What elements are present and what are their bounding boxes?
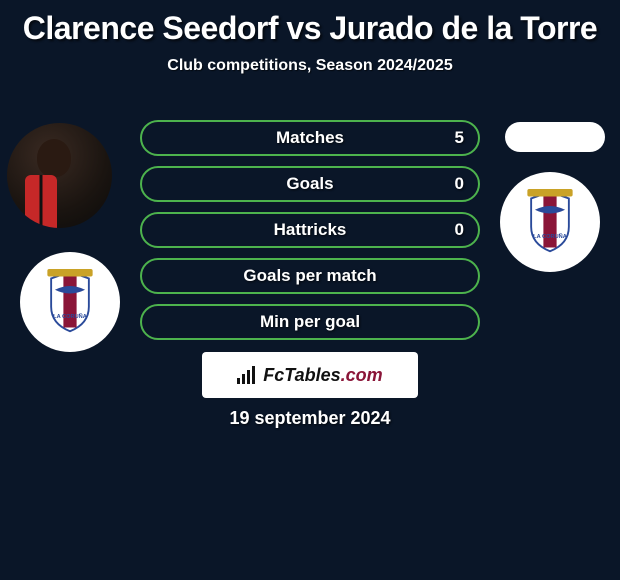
stats-container: Matches 5 Goals 0 Hattricks 0 Goals per … <box>140 120 480 350</box>
stat-label: Matches <box>276 128 344 148</box>
comparison-subtitle: Club competitions, Season 2024/2025 <box>0 57 620 75</box>
player-right-photo <box>505 122 605 152</box>
svg-text:LA CORUÑA: LA CORUÑA <box>53 313 87 320</box>
deportivo-shield-icon: LA CORUÑA <box>41 269 99 335</box>
stat-row: Matches 5 <box>140 120 480 156</box>
stat-label: Goals <box>286 174 333 194</box>
stat-label: Min per goal <box>260 312 360 332</box>
stat-label: Hattricks <box>274 220 347 240</box>
stat-row: Goals per match <box>140 258 480 294</box>
stat-right-value: 5 <box>455 128 464 148</box>
snapshot-date: 19 september 2024 <box>0 408 620 429</box>
deportivo-shield-icon: LA CORUÑA <box>521 189 579 255</box>
stat-label: Goals per match <box>243 266 376 286</box>
player-left-photo <box>7 123 112 228</box>
club-badge-left: LA CORUÑA <box>20 252 120 352</box>
stat-row: Goals 0 <box>140 166 480 202</box>
site-badge[interactable]: FcTables.com <box>202 352 418 398</box>
stat-row: Min per goal <box>140 304 480 340</box>
stat-right-value: 0 <box>455 220 464 240</box>
site-name: FcTables.com <box>263 365 382 386</box>
comparison-title: Clarence Seedorf vs Jurado de la Torre <box>0 0 620 55</box>
club-badge-right: LA CORUÑA <box>500 172 600 272</box>
stat-row: Hattricks 0 <box>140 212 480 248</box>
bars-chart-icon <box>237 366 255 384</box>
svg-text:LA CORUÑA: LA CORUÑA <box>533 233 567 240</box>
stat-right-value: 0 <box>455 174 464 194</box>
